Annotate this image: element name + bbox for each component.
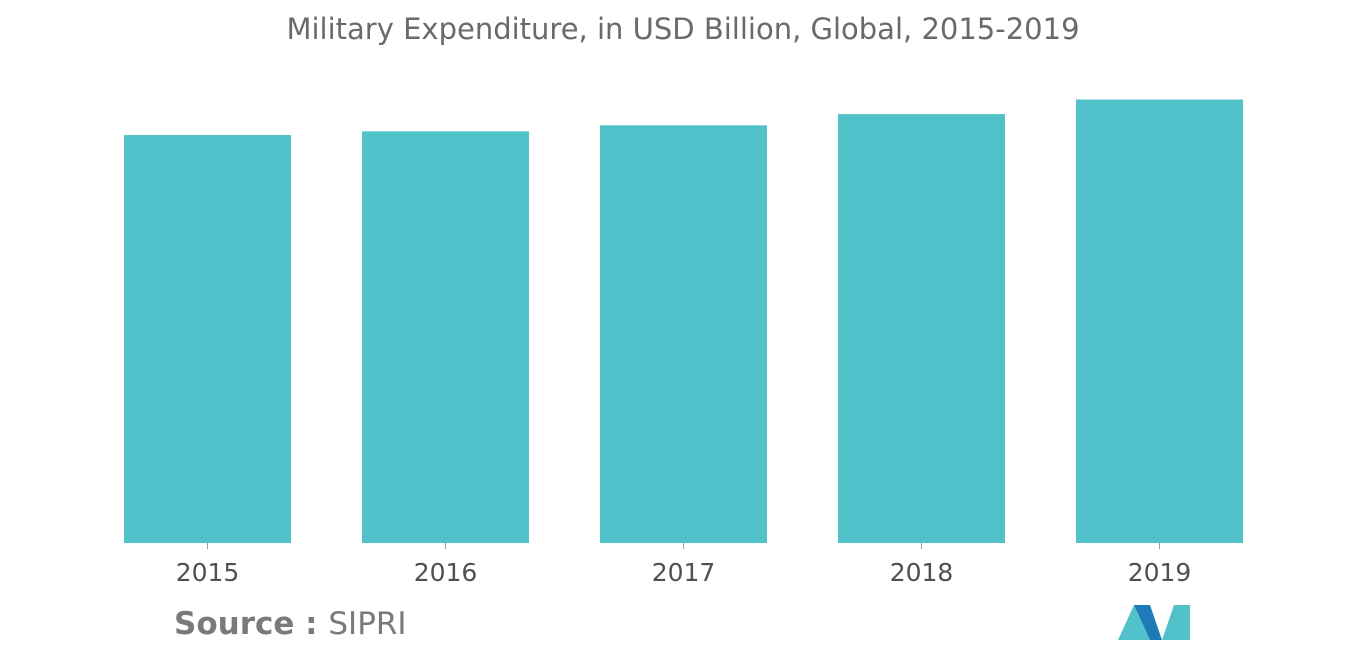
logo-right-shape	[1162, 605, 1190, 640]
bars-group	[124, 99, 1243, 544]
bar-2017	[600, 125, 767, 543]
logo-middle-shape	[1134, 605, 1162, 640]
bar-chart: 2015 2016 2017 2018 2019	[124, 99, 1243, 587]
bar-2019	[1076, 99, 1243, 543]
x-tick-label-2015: 2015	[176, 558, 240, 587]
bar-2016	[362, 131, 529, 543]
x-axis-ticks	[207, 543, 1160, 549]
chart-title: Military Expenditure, in USD Billion, Gl…	[286, 12, 1080, 46]
mordor-intelligence-logo-icon	[1118, 605, 1190, 640]
source-value: SIPRI	[328, 606, 407, 642]
x-tick-label-2019: 2019	[1128, 558, 1192, 587]
x-tick-label-2018: 2018	[890, 558, 954, 587]
x-tick-label-2016: 2016	[414, 558, 478, 587]
x-tick-label-2017: 2017	[652, 558, 716, 587]
x-axis-labels: 2015 2016 2017 2018 2019	[176, 558, 1192, 587]
bar-2015	[124, 135, 291, 544]
logo-left-shape	[1118, 605, 1150, 640]
source-label: Source :	[174, 606, 329, 642]
source-note: Source : SIPRI	[174, 606, 407, 642]
bar-2018	[838, 114, 1005, 543]
